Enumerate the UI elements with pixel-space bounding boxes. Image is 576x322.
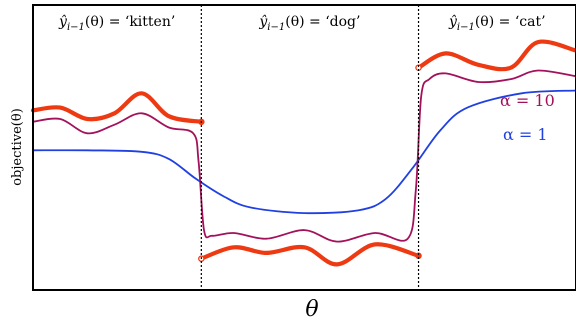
region-label-2: ŷi−1(θ) = ‘dog’ [258,13,360,33]
region-label-3: ŷi−1(θ) = ‘cat’ [448,13,546,33]
x-axis-label: θ [305,297,318,322]
hard-objective-segment-2 [199,242,421,267]
hard-objective-segment-3 [416,39,576,72]
region-dividers [200,5,420,290]
series-line-alpha-10 [32,69,576,243]
series-line-alpha-1 [32,89,576,215]
plot-frame [32,4,576,291]
region-label-1: ŷi−1(θ) = ‘kitten’ [58,13,175,33]
annotation-alpha-10: α = 10 [500,91,555,110]
chart-series-layer [30,39,576,267]
region-labels: ŷi−1(θ) = ‘kitten’ ŷi−1(θ) = ‘dog’ ŷi−1(θ)… [58,13,546,33]
y-axis-label: objective(θ) [10,108,25,186]
annotation-alpha-1: α = 1 [503,125,548,144]
hard-objective-segment-1 [30,91,204,124]
